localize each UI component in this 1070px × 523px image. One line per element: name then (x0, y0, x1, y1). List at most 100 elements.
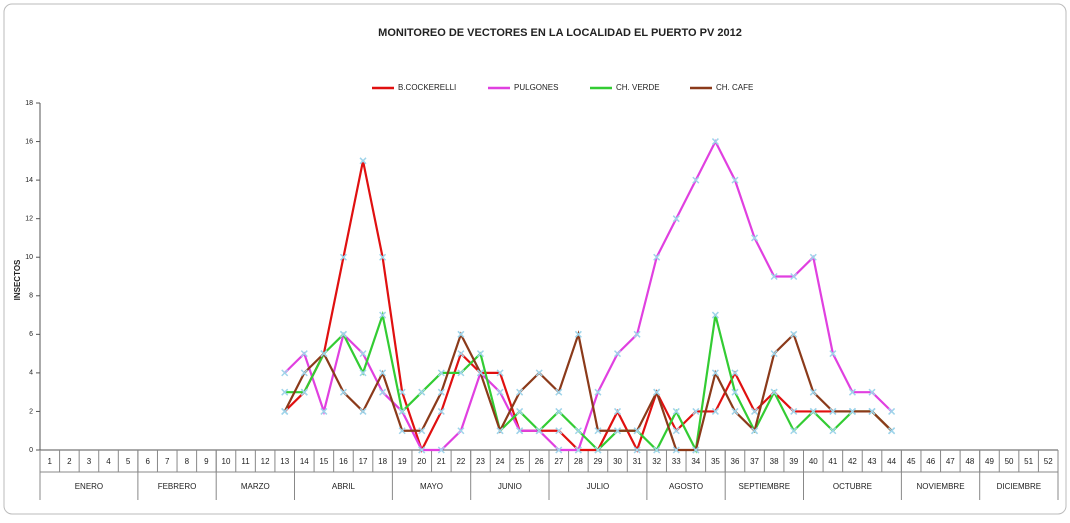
x-tick-label: 36 (731, 457, 740, 466)
x-tick-label: 26 (535, 457, 544, 466)
point-marker (359, 369, 367, 377)
y-tick-label: 4 (29, 370, 33, 377)
point-marker (594, 427, 602, 435)
point-marker (613, 407, 622, 415)
point-marker (633, 446, 641, 454)
point-marker (711, 407, 719, 415)
series-line (284, 310, 893, 454)
point-marker (790, 330, 798, 338)
x-tick-label: 35 (711, 457, 720, 466)
x-tick-label: 28 (574, 457, 583, 466)
x-tick-label: 2 (67, 457, 72, 466)
x-tick-label: 12 (261, 457, 270, 466)
point-marker (731, 388, 739, 396)
y-tick-label: 6 (29, 331, 33, 338)
point-marker (888, 427, 896, 435)
y-axis-label: INSECTOS (13, 259, 22, 300)
point-marker (359, 350, 367, 358)
x-tick-label: 44 (887, 457, 896, 466)
x-tick-label: 1 (48, 457, 53, 466)
point-marker (457, 369, 465, 377)
legend-label: PULGONES (514, 83, 558, 92)
point-marker (320, 407, 328, 415)
month-label: MARZO (241, 482, 270, 491)
point-marker (457, 427, 465, 435)
x-tick-label: 19 (398, 457, 407, 466)
point-marker (633, 330, 641, 338)
point-marker (790, 407, 798, 415)
point-marker (359, 407, 367, 415)
x-tick-label: 50 (1005, 457, 1014, 466)
point-marker (809, 407, 817, 415)
point-marker (359, 157, 367, 165)
month-label: SEPTIEMBRE (739, 482, 791, 491)
x-tick-label: 7 (165, 457, 170, 466)
month-label: MAYO (420, 482, 443, 491)
x-tick-label: 37 (750, 457, 759, 466)
point-marker (594, 446, 602, 454)
x-tick-label: 4 (106, 457, 111, 466)
point-marker (300, 388, 308, 396)
point-marker (711, 369, 719, 377)
month-label: JUNIO (498, 482, 522, 491)
point-marker (711, 138, 719, 146)
point-marker (281, 369, 289, 377)
point-marker (613, 427, 622, 435)
point-marker (320, 350, 328, 358)
point-marker (829, 407, 837, 415)
point-marker (731, 407, 739, 415)
point-marker (731, 369, 739, 377)
x-tick-label: 22 (456, 457, 465, 466)
x-tick-label: 17 (359, 457, 368, 466)
x-tick-label: 3 (87, 457, 92, 466)
x-tick-label: 8 (185, 457, 190, 466)
point-marker (457, 350, 465, 358)
point-marker (457, 330, 465, 338)
point-marker (574, 446, 582, 454)
x-tick-label: 38 (770, 457, 779, 466)
y-tick-label: 10 (25, 254, 33, 261)
point-marker (379, 388, 387, 396)
point-marker (711, 311, 719, 319)
point-marker (555, 407, 563, 415)
point-marker (594, 388, 602, 396)
legend-label: B.COCKERELLI (398, 83, 456, 92)
point-marker (829, 350, 837, 358)
month-label: FEBRERO (158, 482, 197, 491)
month-label: ENERO (75, 482, 103, 491)
y-tick-label: 2 (29, 408, 33, 415)
point-marker (398, 407, 406, 415)
point-marker (633, 427, 641, 435)
point-marker (770, 272, 778, 281)
point-marker (848, 407, 856, 415)
y-tick-label: 0 (29, 447, 33, 454)
x-tick-label: 30 (613, 457, 622, 466)
series-line (283, 160, 893, 453)
point-marker (672, 215, 680, 223)
point-marker (653, 388, 661, 396)
point-marker (653, 253, 661, 261)
point-marker (476, 369, 485, 377)
x-tick-label: 11 (241, 457, 250, 466)
point-marker (437, 446, 445, 454)
point-marker (790, 272, 798, 281)
point-marker (731, 176, 739, 184)
x-tick-label: 27 (554, 457, 563, 466)
point-marker (888, 407, 896, 415)
x-tick-label: 46 (926, 457, 935, 466)
x-tick-label: 45 (907, 457, 916, 466)
x-tick-label: 13 (280, 457, 289, 466)
point-marker (496, 369, 504, 377)
point-marker (809, 253, 817, 261)
chart-frame (3, 3, 1067, 515)
x-tick-label: 33 (672, 457, 681, 466)
point-marker (751, 407, 759, 415)
point-marker (300, 350, 308, 358)
x-tick-label: 34 (691, 457, 700, 466)
point-marker (281, 388, 289, 396)
point-marker (751, 427, 759, 435)
point-marker (437, 407, 445, 415)
x-tick-label: 43 (868, 457, 877, 466)
month-label: ABRIL (332, 482, 356, 491)
x-tick-label: 18 (378, 457, 387, 466)
